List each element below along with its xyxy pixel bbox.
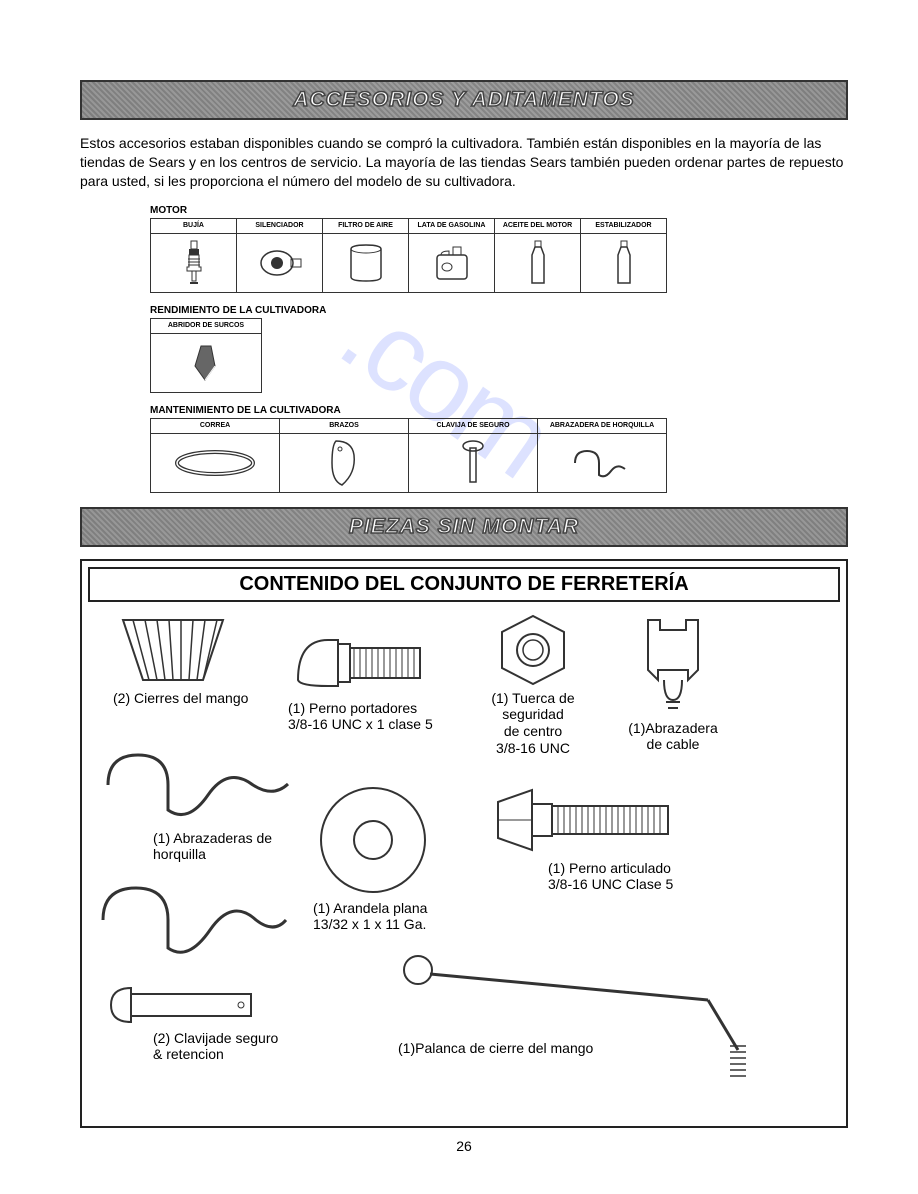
cell-horquilla: ABRAZADERA DE HORQUILLA (538, 419, 666, 492)
header-correa: CORREA (151, 419, 279, 434)
cell-silenciador: SILENCIADOR (237, 219, 323, 292)
item-perno-portadores: (1) Perno portadores 3/8-16 UNC x 1 clas… (288, 610, 433, 734)
item-tuerca: (1) Tuerca de seguridad de centro 3/8-16… (488, 610, 578, 757)
header-clavija: CLAVIJA DE SEGURO (409, 419, 537, 434)
icon-muffler (237, 234, 322, 292)
cell-filtro: FILTRO DE AIRE (323, 219, 409, 292)
icon-flat-washer (313, 780, 433, 900)
cell-correa: CORREA (151, 419, 280, 492)
label-perno-portadores: (1) Perno portadores 3/8-16 UNC x 1 clas… (288, 700, 433, 734)
header-aceite: ACEITE DEL MOTOR (495, 219, 580, 234)
hardware-title: CONTENIDO DEL CONJUNTO DE FERRETERÍA (88, 567, 840, 602)
header-surcos: ABRIDOR DE SURCOS (151, 319, 261, 334)
label-abrazadera-horquilla: (1) Abrazaderas de horquilla (153, 830, 293, 864)
header-brazos: BRAZOS (280, 419, 408, 434)
icon-hairpin-clip (538, 434, 666, 492)
icon-hairpin-clip-large (93, 740, 293, 830)
cell-aceite: ACEITE DEL MOTOR (495, 219, 581, 292)
icon-handle-lock (113, 610, 233, 690)
label-arandela: (1) Arandela plana 13/32 x 1 x 11 Ga. (313, 900, 433, 934)
cell-bujia: BUJÍA (151, 219, 237, 292)
mantenimiento-label: MANTENIMIENTO DE LA CULTIVADORA (150, 405, 848, 416)
motor-grid: BUJÍA SILENCIADOR FILTRO DE AIRE LATA DE… (150, 218, 667, 293)
item-abrazadera-horquilla: (1) Abrazaderas de horquilla (93, 740, 293, 864)
item-perno-articulado: (1) Perno articulado 3/8-16 UNC Clase 5 (488, 780, 678, 894)
banner-accessories: ACCESORIOS Y ADITAMENTOS (80, 80, 848, 120)
banner-accessories-text: ACCESORIOS Y ADITAMENTOS (293, 88, 634, 111)
header-horquilla: ABRAZADERA DE HORQUILLA (538, 419, 666, 434)
icon-clevis-pin (409, 434, 537, 492)
item-cierres: (2) Cierres del mango (113, 610, 248, 707)
icon-handle-lever (398, 950, 768, 1090)
icon-cable-clamp (628, 610, 718, 720)
icon-tine (280, 434, 408, 492)
motor-label: MOTOR (150, 205, 848, 216)
rendimiento-label: RENDIMIENTO DE LA CULTIVADORA (150, 305, 848, 316)
icon-retaining-pin (103, 980, 263, 1030)
cell-estabilizador: ESTABILIZADOR (581, 219, 666, 292)
label-abrazadera-cable: (1)Abrazadera de cable (628, 720, 718, 754)
item-clavija: (2) Clavijade seguro & retencion (103, 980, 278, 1064)
label-palanca: (1)Palanca de cierre del mango (398, 1040, 593, 1057)
banner-piezas: PIEZAS SIN MONTAR (80, 507, 848, 547)
item-abrazadera-cable: (1)Abrazadera de cable (628, 610, 718, 754)
icon-carriage-bolt (288, 610, 428, 700)
cell-clavija: CLAVIJA DE SEGURO (409, 419, 538, 492)
icon-gas-can (409, 234, 494, 292)
icon-hairpin-clip-2 (88, 870, 288, 970)
header-gasolina: LATA DE GASOLINA (409, 219, 494, 234)
banner-piezas-text: PIEZAS SIN MONTAR (349, 515, 579, 538)
header-silenciador: SILENCIADOR (237, 219, 322, 234)
icon-stabilizer-bottle (581, 234, 666, 292)
cell-surcos: ABRIDOR DE SURCOS (151, 319, 261, 392)
label-clavija: (2) Clavijade seguro & retencion (153, 1030, 278, 1064)
mantenimiento-grid: CORREA BRAZOS CLAVIJA DE SEGURO ABRAZADE… (150, 418, 667, 493)
header-filtro: FILTRO DE AIRE (323, 219, 408, 234)
cell-gasolina: LATA DE GASOLINA (409, 219, 495, 292)
icon-spark-plug (151, 234, 236, 292)
icon-furrower (151, 334, 261, 392)
rendimiento-grid: ABRIDOR DE SURCOS (150, 318, 262, 393)
label-perno-articulado: (1) Perno articulado 3/8-16 UNC Clase 5 (548, 860, 678, 894)
item-arandela: (1) Arandela plana 13/32 x 1 x 11 Ga. (313, 780, 433, 934)
icon-hex-bolt (488, 780, 678, 860)
hardware-box: CONTENIDO DEL CONJUNTO DE FERRETERÍA (2)… (80, 559, 848, 1128)
icon-air-filter (323, 234, 408, 292)
item-hairpin2 (88, 870, 288, 970)
hardware-area: (2) Cierres del mango (1) Perno portador… (88, 610, 840, 1120)
header-estabilizador: ESTABILIZADOR (581, 219, 666, 234)
item-palanca: (1)Palanca de cierre del mango (398, 950, 768, 1090)
icon-lock-nut (488, 610, 578, 690)
header-bujia: BUJÍA (151, 219, 236, 234)
label-cierres: (2) Cierres del mango (113, 690, 248, 707)
intro-paragraph: Estos accesorios estaban disponibles cua… (80, 134, 848, 191)
cell-brazos: BRAZOS (280, 419, 409, 492)
icon-oil-bottle (495, 234, 580, 292)
page-number: 26 (80, 1138, 848, 1154)
label-tuerca: (1) Tuerca de seguridad de centro 3/8-16… (488, 690, 578, 757)
icon-belt (151, 434, 279, 492)
